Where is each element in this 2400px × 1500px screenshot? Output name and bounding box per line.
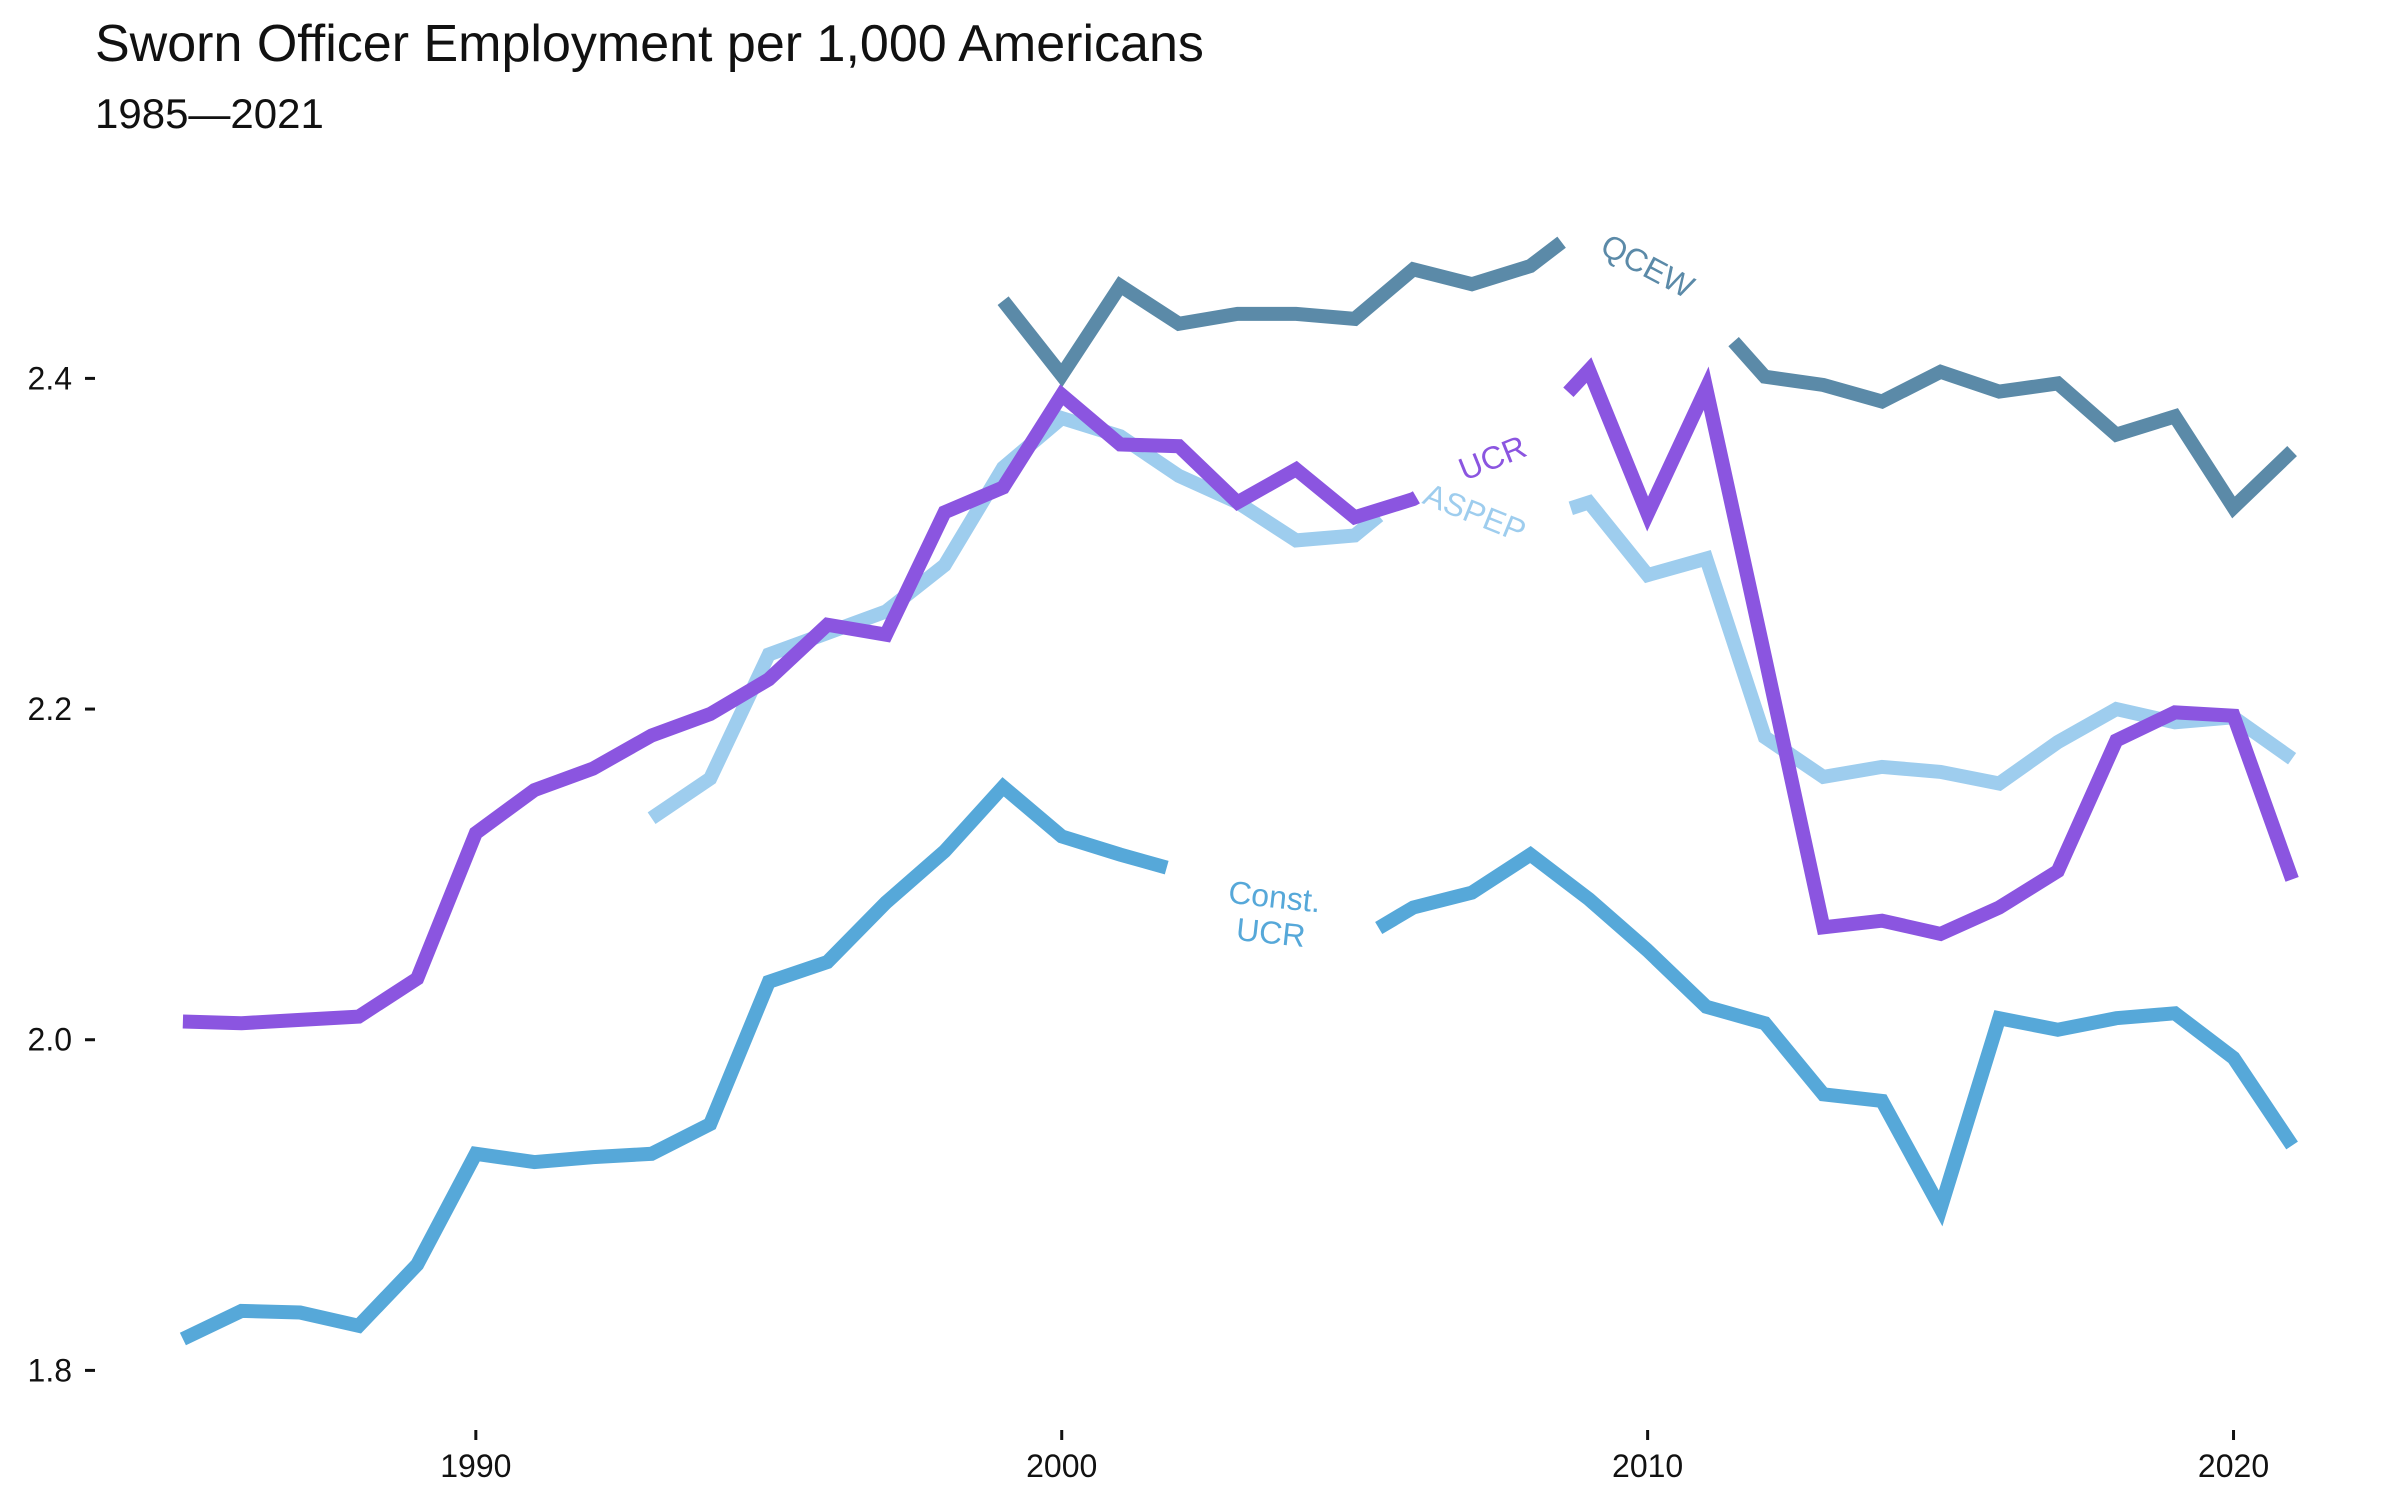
x-tick-label: 2010 — [1612, 1448, 1683, 1484]
series-line-ucr — [182, 384, 1420, 1031]
x-tick-label: 2000 — [1026, 1448, 1097, 1484]
y-tick-label: 1.8 — [28, 1352, 72, 1388]
series-line-ucr — [1563, 357, 2299, 942]
series-line-qcew — [997, 236, 1566, 388]
x-tick-label: 2020 — [2198, 1448, 2269, 1484]
series-label-ucr: UCR — [1454, 428, 1532, 487]
series-line-const-ucr — [1375, 846, 2298, 1227]
axes-layer: 1.8 2.0 2.2 2.4 1990 2000 2010 2020 — [28, 360, 2270, 1484]
y-tick-label: 2.4 — [28, 360, 72, 396]
series-line-aspep — [1568, 494, 2297, 791]
y-tick-label: 2.2 — [28, 691, 72, 727]
series-label-qcew: QCEW — [1595, 227, 1700, 306]
y-tick-label: 2.0 — [28, 1022, 72, 1058]
series-label-const-ucr: Const.UCR — [1223, 874, 1323, 955]
series-line-const-ucr — [179, 777, 1169, 1346]
series-line-qcew — [1728, 336, 2297, 519]
chart-title: Sworn Officer Employment per 1,000 Ameri… — [95, 15, 1204, 73]
series-label-aspep: ASPEP — [1419, 476, 1531, 549]
chart-subtitle: 1985—2021 — [95, 90, 324, 137]
series-layer — [179, 236, 2299, 1346]
x-tick-label: 1990 — [440, 1448, 511, 1484]
